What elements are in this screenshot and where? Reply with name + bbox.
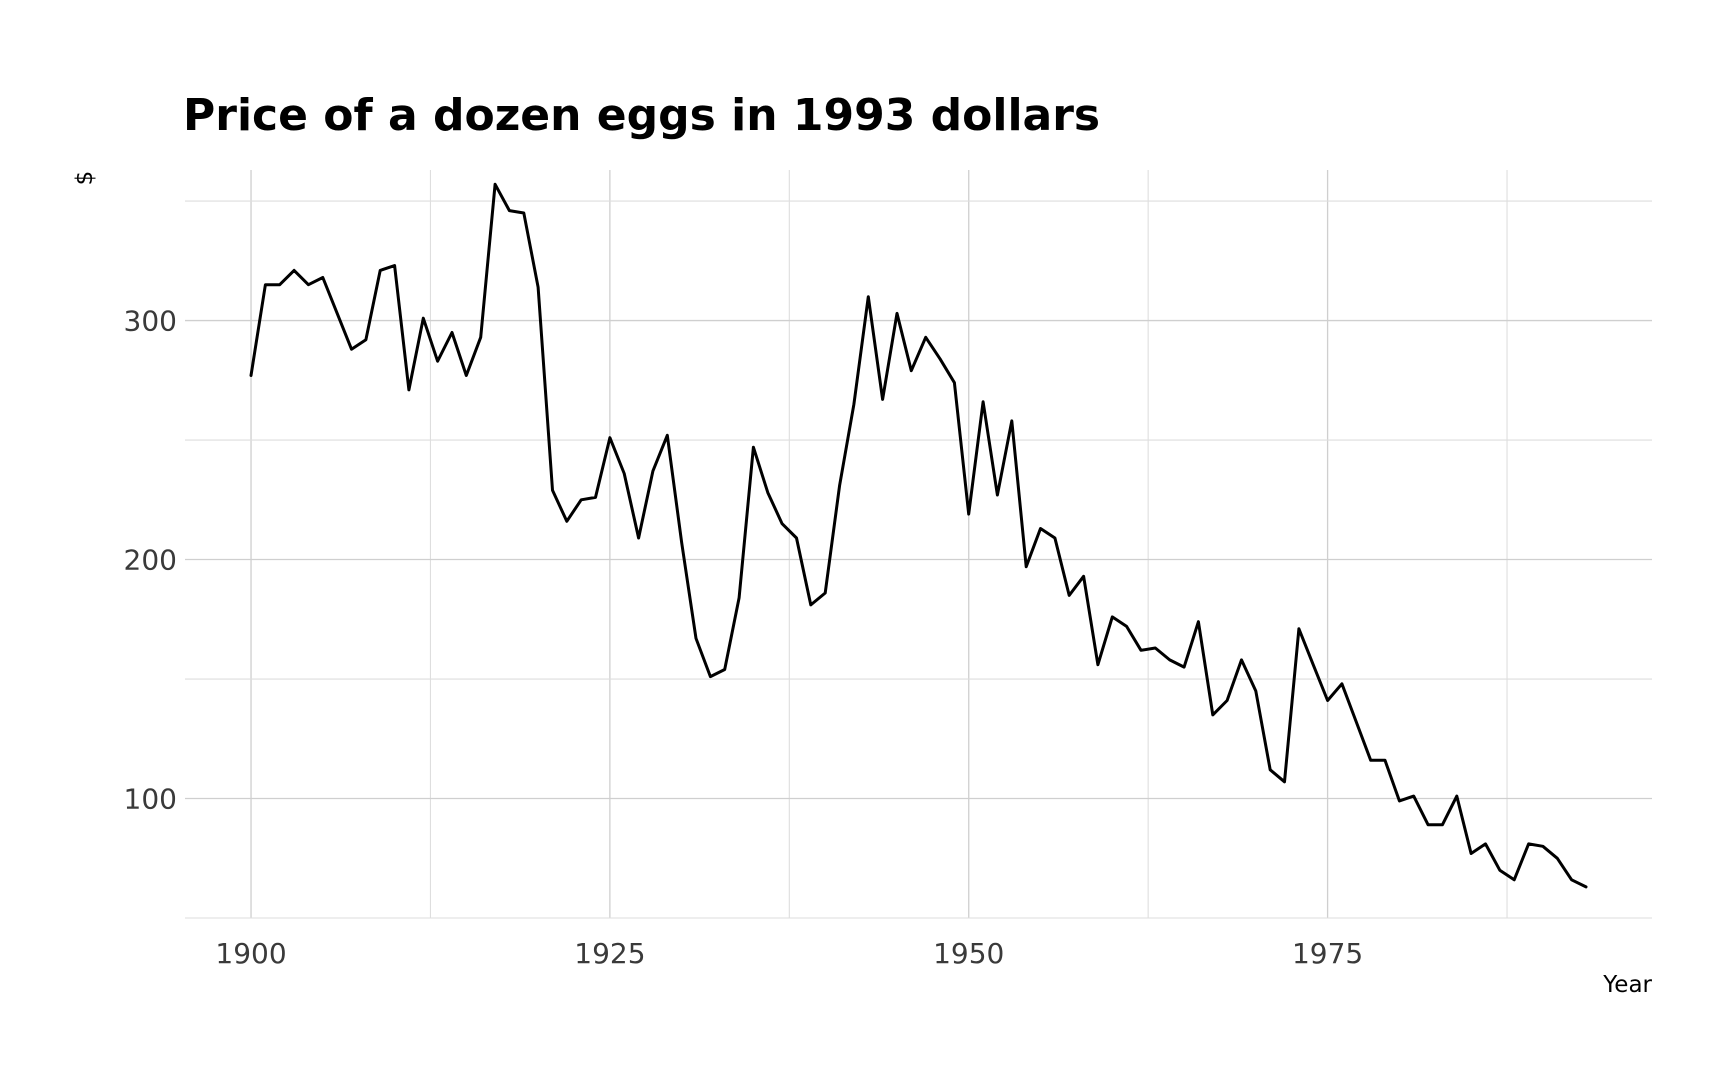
- x-axis-title: Year: [1602, 972, 1652, 998]
- y-axis-title: $: [72, 171, 98, 186]
- y-tick-label: 300: [124, 305, 177, 338]
- x-axis-ticks: 1900 1925 1950 1975: [215, 937, 1363, 970]
- x-tick-label: 1950: [933, 937, 1004, 970]
- x-tick-label: 1900: [215, 937, 286, 970]
- grid: [185, 170, 1652, 919]
- y-tick-label: 100: [124, 783, 177, 816]
- data-layer: [249, 182, 1588, 889]
- x-tick-label: 1925: [574, 937, 645, 970]
- y-tick-label: 200: [124, 544, 177, 577]
- y-axis-ticks: 100 200 300: [124, 305, 177, 816]
- x-tick-label: 1975: [1292, 937, 1363, 970]
- chart-title: Price of a dozen eggs in 1993 dollars: [183, 90, 1100, 141]
- series-line: [249, 182, 1588, 889]
